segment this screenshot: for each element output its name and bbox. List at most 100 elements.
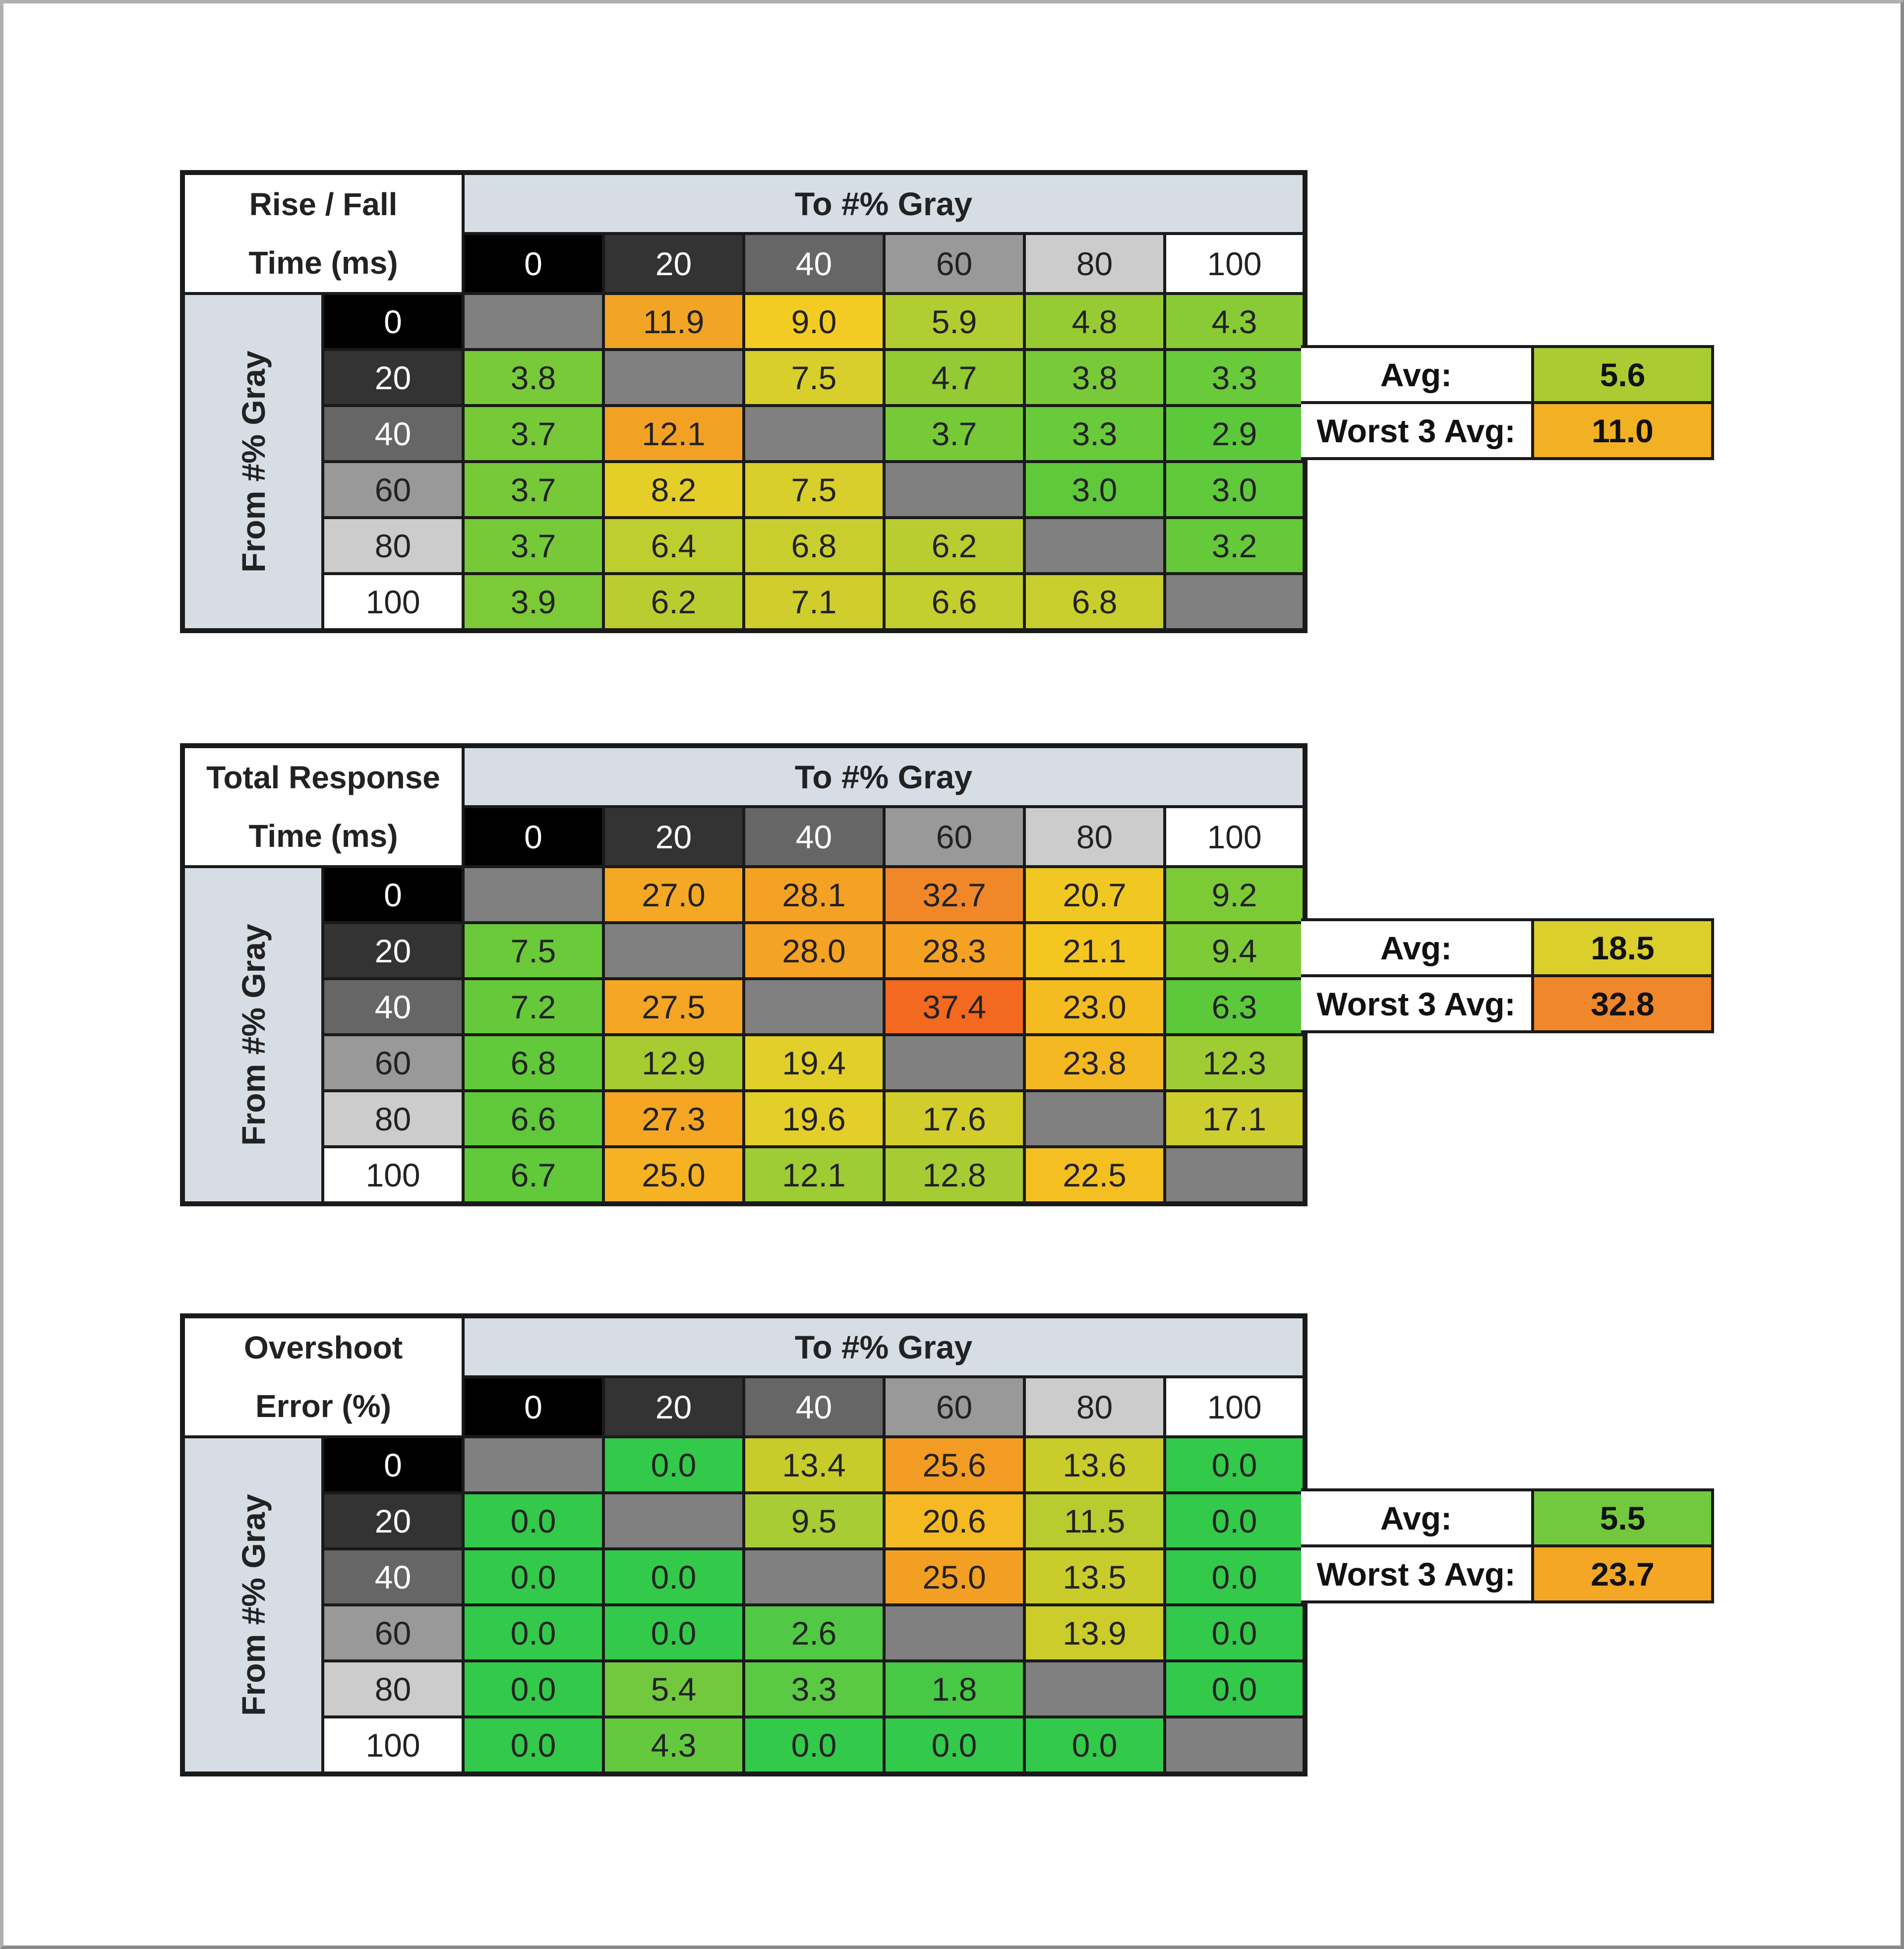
data-cell: 6.6	[462, 1089, 605, 1148]
average-summary: Avg: 18.5 Worst 3 Avg: 32.8	[1301, 918, 1714, 1033]
data-cell: 27.3	[602, 1089, 745, 1148]
data-cell: 11.9	[602, 292, 745, 351]
table-row: From #% Gray 0 11.9 9.0 5.9 4.8 4.3	[181, 292, 1307, 632]
avg-label: Avg:	[1301, 1488, 1534, 1547]
data-cell: 17.1	[1163, 1089, 1307, 1148]
data-cell: 12.1	[742, 1145, 886, 1205]
column-level-header: 0	[462, 805, 605, 868]
from-gray-label: From #% Gray	[235, 351, 272, 573]
data-cell: 6.4	[602, 516, 745, 575]
from-gray-label: From #% Gray	[235, 924, 272, 1146]
data-cell: 6.8	[462, 1033, 605, 1092]
row-level-header: 60	[321, 460, 465, 519]
table-label: Total Response Time (ms)	[181, 744, 465, 868]
table-label-line: Time (ms)	[248, 818, 398, 854]
data-cell: 0.0	[1163, 1435, 1307, 1494]
data-cell: 6.2	[602, 572, 745, 632]
table-label-line: Total Response	[206, 760, 440, 795]
average-summary: Avg: 5.5 Worst 3 Avg: 23.7	[1301, 1488, 1714, 1603]
table-row: 100 3.9 6.2 7.1 6.6 6.8	[182, 572, 1307, 632]
data-cell: 19.6	[742, 1089, 886, 1148]
data-cell: 12.1	[602, 404, 745, 463]
row-level-header: 0	[321, 1435, 465, 1494]
avg-row: Avg: 18.5	[1301, 918, 1714, 977]
rise-fall-table: Rise / Fall Time (ms) To #% Gray 0 20 40 60 80 1…	[180, 170, 1308, 633]
column-level-header: 100	[1163, 1375, 1307, 1438]
empty-cell	[742, 1547, 886, 1606]
data-cell: 3.9	[462, 572, 605, 632]
table-row: 80 3.7 6.4 6.8 6.2 3.2	[182, 516, 1307, 575]
to-gray-header: To #% Gray	[462, 1314, 1307, 1379]
row-level-header: 60	[321, 1033, 465, 1092]
column-level-header: 80	[1023, 805, 1166, 868]
table-row: 40 7.2 27.5 37.4 23.0 6.3	[182, 977, 1307, 1036]
table-label-line: Overshoot	[243, 1330, 403, 1365]
column-level-header: 20	[602, 1375, 745, 1438]
column-level-header: 0	[462, 1375, 605, 1438]
overshoot-table: Overshoot Error (%) To #% Gray 0 20 40 60 80 100…	[180, 1313, 1308, 1776]
data-cell: 7.5	[742, 460, 886, 519]
data-cell: 12.8	[883, 1145, 1026, 1205]
data-cell: 3.3	[742, 1659, 886, 1718]
data-cell: 2.6	[742, 1603, 886, 1662]
column-level-header: 100	[1163, 805, 1307, 868]
column-level-header: 40	[742, 232, 886, 295]
column-level-header: 40	[742, 805, 886, 868]
data-cell: 3.7	[462, 516, 605, 575]
data-cell: 3.2	[1163, 516, 1307, 575]
table-row: 60 3.7 8.2 7.5 3.0 3.0	[182, 460, 1307, 519]
data-cell: 3.0	[1023, 460, 1166, 519]
table-row: From #% Gray 0 0.0 13.4 25.6 13.6 0.0	[181, 1435, 1307, 1775]
data-cell: 5.9	[883, 292, 1026, 351]
data-cell: 11.5	[1023, 1491, 1166, 1550]
worst-avg-row: Worst 3 Avg: 11.0	[1301, 401, 1714, 460]
row-level-header: 20	[321, 1491, 465, 1550]
average-summary: Avg: 5.6 Worst 3 Avg: 11.0	[1301, 345, 1714, 460]
column-level-header: 40	[742, 1375, 886, 1438]
data-cell: 2.9	[1163, 404, 1307, 463]
data-cell: 25.0	[883, 1547, 1026, 1606]
empty-cell	[462, 292, 605, 351]
empty-cell	[1163, 1715, 1307, 1775]
header-row: Rise / Fall Time (ms) To #% Gray	[181, 171, 1307, 295]
data-cell: 0.0	[462, 1603, 605, 1662]
worst-avg-value: 23.7	[1531, 1544, 1714, 1603]
data-cell: 28.0	[742, 921, 886, 980]
data-cell: 0.0	[462, 1715, 605, 1775]
row-level-header: 80	[321, 1089, 465, 1148]
table-label-line: Time (ms)	[248, 245, 398, 281]
data-cell: 28.3	[883, 921, 1026, 980]
avg-value: 5.5	[1531, 1488, 1714, 1547]
header-row: Total Response Time (ms) To #% Gray	[181, 744, 1307, 868]
data-cell: 21.1	[1023, 921, 1166, 980]
data-cell: 25.6	[883, 1435, 1026, 1494]
empty-cell	[742, 404, 886, 463]
empty-cell	[602, 921, 745, 980]
empty-cell	[602, 1491, 745, 1550]
worst-avg-label: Worst 3 Avg:	[1301, 401, 1534, 460]
column-level-header: 100	[1163, 232, 1307, 295]
data-cell: 5.4	[602, 1659, 745, 1718]
data-cell: 0.0	[462, 1659, 605, 1718]
worst-avg-value: 11.0	[1531, 401, 1714, 460]
data-cell: 12.9	[602, 1033, 745, 1092]
table-label: Overshoot Error (%)	[181, 1314, 465, 1438]
empty-cell	[462, 865, 605, 924]
row-level-header: 0	[321, 292, 465, 351]
table-row: 20 7.5 28.0 28.3 21.1 9.4	[182, 921, 1307, 980]
data-cell: 3.3	[1023, 404, 1166, 463]
column-levels-row: 0 20 40 60 80 100	[182, 232, 1307, 295]
empty-cell	[883, 1033, 1026, 1092]
column-level-header: 20	[602, 232, 745, 295]
worst-avg-value: 32.8	[1531, 974, 1714, 1033]
data-cell: 13.6	[1023, 1435, 1166, 1494]
data-cell: 9.5	[742, 1491, 886, 1550]
total-response-table: Total Response Time (ms) To #% Gray 0 20 40 60…	[180, 743, 1308, 1206]
data-cell: 0.0	[462, 1491, 605, 1550]
from-gray-header: From #% Gray	[181, 292, 324, 632]
data-cell: 4.3	[1163, 292, 1307, 351]
data-cell: 3.0	[1163, 460, 1307, 519]
data-cell: 1.8	[883, 1659, 1026, 1718]
data-cell: 3.3	[1163, 348, 1307, 407]
data-cell: 4.7	[883, 348, 1026, 407]
